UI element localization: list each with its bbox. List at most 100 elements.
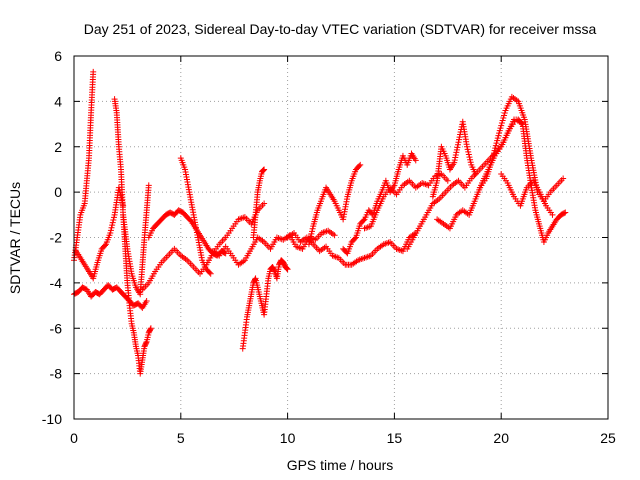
data-point: [206, 269, 213, 276]
x-tick-label: 25: [600, 430, 616, 446]
data-point: [284, 265, 291, 272]
data-point: [498, 122, 505, 129]
chart-title: Day 251 of 2023, Sidereal Day-to-day VTE…: [84, 21, 597, 37]
y-tick-label: 4: [54, 93, 62, 109]
data-point: [466, 154, 473, 161]
data-point: [107, 227, 114, 234]
data-point: [561, 210, 568, 217]
data-point: [498, 120, 505, 127]
data-point: [306, 238, 313, 245]
data-point: [260, 167, 267, 174]
data-point: [110, 216, 117, 223]
data-point: [90, 68, 97, 75]
series-s19: [476, 93, 567, 205]
data-point: [465, 151, 472, 158]
series-s20: [515, 116, 569, 246]
data-point: [456, 136, 463, 143]
data-point: [451, 157, 458, 164]
data-point: [412, 157, 419, 164]
data-point: [360, 217, 367, 224]
data-point: [260, 167, 267, 174]
series-s10: [239, 257, 291, 352]
y-tick-label: -8: [50, 366, 63, 382]
y-tick-label: 2: [54, 139, 62, 155]
data-point: [499, 117, 506, 124]
data-points: [71, 68, 569, 377]
data-point: [261, 166, 268, 173]
x-tick-label: 0: [70, 430, 78, 446]
data-point: [143, 339, 150, 346]
data-point: [109, 219, 116, 226]
data-point: [452, 151, 459, 158]
series-s8: [177, 155, 214, 277]
x-tick-labels: 0 5 10 15 20 25: [70, 430, 616, 446]
data-point: [452, 154, 459, 161]
series-s1: [71, 68, 97, 264]
data-point: [283, 265, 290, 272]
data-point: [444, 177, 451, 184]
data-point: [497, 125, 504, 132]
x-tick-label: 20: [493, 430, 509, 446]
data-point: [501, 109, 508, 116]
data-point: [518, 119, 525, 126]
data-point: [120, 202, 127, 209]
data-point: [560, 175, 567, 182]
x-tick-label: 5: [177, 430, 185, 446]
y-tick-label: 6: [54, 48, 62, 64]
data-point: [465, 148, 472, 155]
data-point: [472, 170, 479, 177]
data-point: [109, 222, 116, 229]
data-point: [145, 182, 152, 189]
series-s5: [120, 182, 152, 298]
data-point: [454, 141, 461, 148]
series-s14: [340, 150, 419, 257]
data-point: [562, 209, 569, 216]
data-point: [309, 228, 316, 235]
data-point: [467, 159, 474, 166]
y-tick-label: -6: [50, 320, 63, 336]
series-s18: [434, 116, 518, 232]
data-point: [308, 230, 315, 237]
data-point: [496, 130, 503, 137]
data-point: [147, 326, 154, 333]
data-point: [108, 224, 115, 231]
data-point: [456, 134, 463, 141]
series-s13: [305, 161, 364, 248]
data-point: [115, 184, 122, 191]
y-tick-label: 0: [54, 184, 62, 200]
data-point: [119, 200, 126, 207]
y-tick-label: -4: [50, 275, 63, 291]
data-point: [284, 266, 291, 273]
data-point: [549, 211, 556, 218]
data-point: [307, 233, 314, 240]
series-s11: [250, 166, 268, 241]
y-tick-labels: -10 -8 -6 -4 -2 0 2 4 6: [42, 48, 62, 427]
data-point: [143, 298, 150, 305]
data-point: [117, 192, 124, 199]
data-point: [453, 149, 460, 156]
data-point: [101, 242, 108, 249]
data-point: [454, 144, 461, 151]
data-point: [467, 156, 474, 163]
y-tick-label: -2: [50, 230, 63, 246]
data-point: [307, 236, 314, 243]
data-point: [496, 127, 503, 134]
data-point: [356, 163, 363, 170]
x-tick-label: 15: [387, 430, 403, 446]
data-point: [118, 194, 125, 201]
data-point: [252, 276, 259, 283]
data-point: [261, 200, 268, 207]
data-point: [147, 325, 154, 332]
data-point: [107, 229, 114, 236]
data-point: [331, 232, 338, 239]
series-s21: [498, 170, 556, 218]
data-point: [464, 146, 471, 153]
plot-frame: [73, 55, 609, 420]
data-point: [207, 270, 214, 277]
data-point: [464, 143, 471, 150]
data-point: [271, 267, 278, 274]
data-point: [116, 187, 123, 194]
data-point: [501, 112, 508, 119]
data-point: [117, 189, 124, 196]
